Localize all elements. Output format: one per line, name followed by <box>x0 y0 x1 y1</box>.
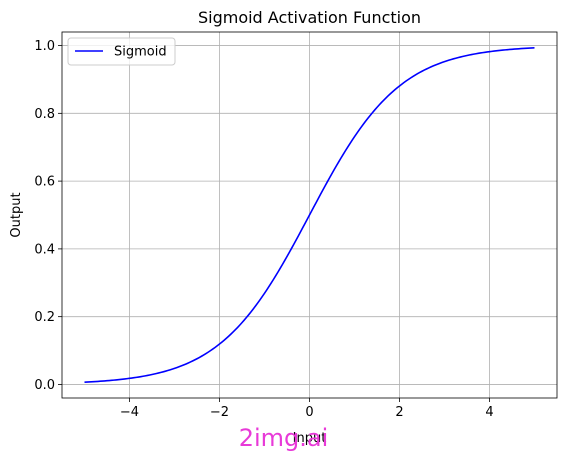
y-tick-label: 0.6 <box>34 175 55 190</box>
x-tick-label: −2 <box>210 405 229 420</box>
axis-ticks: −4 −2 0 2 4 0.0 0.2 0.4 0.6 0.8 1.0 <box>34 39 493 420</box>
legend-box <box>67 37 176 66</box>
y-tick-label: 0.0 <box>34 378 55 393</box>
y-tick-label: 0.8 <box>34 107 55 122</box>
x-tick-label: 4 <box>485 405 493 420</box>
legend-label-sigmoid: Sigmoid <box>114 45 167 60</box>
legend: Sigmoid <box>67 37 176 66</box>
y-tick-label: 1.0 <box>34 39 55 54</box>
x-tick-label: 0 <box>305 405 313 420</box>
chart-title: Sigmoid Activation Function <box>198 8 421 27</box>
y-tick-label: 0.4 <box>34 242 55 257</box>
x-tick-label: 2 <box>395 405 403 420</box>
y-axis-label: Output <box>9 192 24 237</box>
x-axis-label: Input <box>293 431 327 446</box>
x-tick-label: −4 <box>120 405 139 420</box>
series-line-sigmoid <box>84 47 535 383</box>
series-layer <box>84 47 535 383</box>
y-tick-label: 0.2 <box>34 310 55 325</box>
